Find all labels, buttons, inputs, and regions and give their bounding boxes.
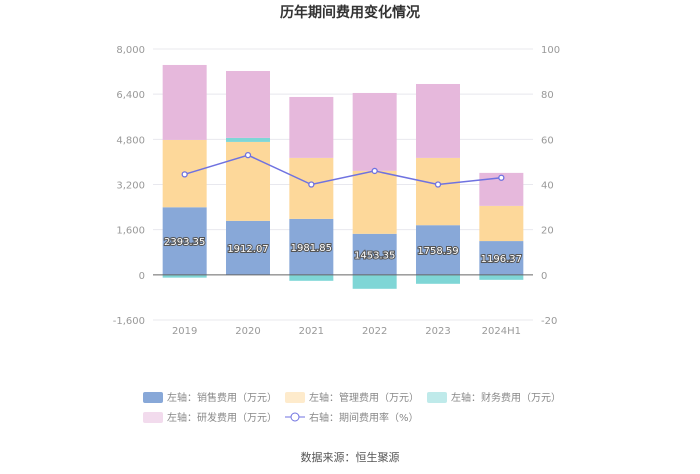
bar-segment xyxy=(289,218,334,275)
bar-segment xyxy=(289,274,334,281)
bar-segment xyxy=(416,274,460,284)
rate-point xyxy=(244,151,252,159)
left-tick-label: -1,600 xyxy=(113,316,145,327)
bar-data-label: 2393.35 xyxy=(164,237,205,248)
bar-segment xyxy=(162,207,207,275)
bar-segment xyxy=(289,96,334,158)
legend-label: 左轴：研发费用（万元） xyxy=(167,411,277,424)
x-tick-label: 2019 xyxy=(172,326,197,337)
left-tick-label: 1,600 xyxy=(116,226,145,237)
left-tick-label: 4,800 xyxy=(116,135,145,146)
legend-label: 左轴：管理费用（万元） xyxy=(309,391,419,404)
bar-segment xyxy=(226,70,270,138)
x-tick-label: 2021 xyxy=(299,326,324,337)
bar-segment xyxy=(479,274,524,280)
bar-segment xyxy=(479,205,524,242)
legend-swatch xyxy=(285,392,305,403)
x-tick-label: 2023 xyxy=(425,326,450,337)
legend-item[interactable]: 右轴：期间费用率（%） xyxy=(285,411,419,424)
x-tick-label: 2022 xyxy=(362,326,387,337)
x-tick-label: 2024H1 xyxy=(482,326,521,337)
bar-segment xyxy=(162,64,207,140)
bar-segment xyxy=(416,225,460,275)
bar-segment xyxy=(226,220,270,275)
legend-swatch xyxy=(143,392,163,403)
left-tick-label: 0 xyxy=(139,271,145,282)
bar-data-label: 1912.07 xyxy=(227,244,268,255)
right-tick-label: 0 xyxy=(541,271,547,282)
bar-data-label: 1196.37 xyxy=(481,254,522,265)
legend-label: 右轴：期间费用率（%） xyxy=(309,411,419,424)
bar-segment xyxy=(352,92,397,171)
rate-point xyxy=(181,171,188,178)
legend-item[interactable]: 左轴：销售费用（万元） xyxy=(143,391,277,404)
left-tick-label: 3,200 xyxy=(116,181,145,192)
bar-segment xyxy=(416,83,460,158)
bar-data-label: 1981.85 xyxy=(291,243,332,254)
source-note: 数据来源：恒生聚源 xyxy=(301,450,400,464)
legend-item[interactable]: 左轴：研发费用（万元） xyxy=(143,411,277,424)
legend-swatch xyxy=(143,412,163,423)
bar-data-label: 1453.35 xyxy=(354,250,395,261)
legend-label: 左轴：财务费用（万元） xyxy=(451,391,561,404)
right-tick-label: 40 xyxy=(541,181,554,192)
chart-title: 历年期间费用变化情况 xyxy=(280,4,420,21)
rate-point xyxy=(308,181,315,188)
legend-item[interactable]: 左轴：财务费用（万元） xyxy=(427,391,561,404)
rate-point xyxy=(434,181,442,188)
right-tick-label: 60 xyxy=(541,135,554,146)
bar-segment xyxy=(352,274,397,289)
bar-segment xyxy=(226,137,270,142)
legend-swatch xyxy=(427,392,447,403)
bar-segment xyxy=(162,274,207,278)
bar-segment xyxy=(416,157,460,226)
bar-data-label: 1758.59 xyxy=(417,246,458,257)
rate-point xyxy=(371,167,378,175)
bar-segment xyxy=(352,233,397,275)
bar-segment xyxy=(352,170,397,234)
left-tick-label: 6,400 xyxy=(116,90,145,101)
right-tick-label: -20 xyxy=(541,316,557,327)
rate-line xyxy=(184,154,502,186)
right-tick-label: 100 xyxy=(541,45,560,56)
bar-segment xyxy=(479,241,524,275)
right-tick-label: 20 xyxy=(541,226,554,237)
left-tick-label: 8,000 xyxy=(116,45,145,56)
bar-segment xyxy=(289,157,334,219)
legend-item[interactable]: 左轴：管理费用（万元） xyxy=(285,391,419,404)
legend-label: 左轴：销售费用（万元） xyxy=(167,391,277,404)
right-tick-label: 80 xyxy=(541,90,554,101)
legend-marker xyxy=(290,412,300,422)
x-tick-label: 2020 xyxy=(235,326,260,337)
rate-point xyxy=(498,174,505,181)
